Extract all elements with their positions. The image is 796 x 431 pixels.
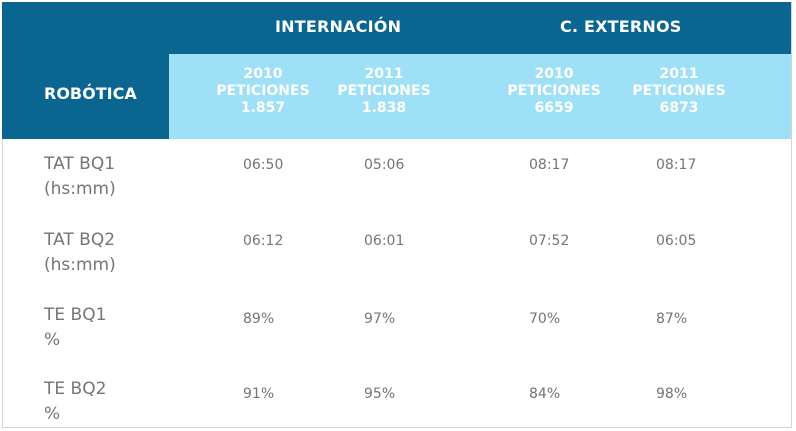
table-cell: 08:17 (656, 157, 697, 173)
row-label-tat-bq1: TAT BQ1 (hs:mm) (44, 152, 116, 202)
table-cell: 06:12 (243, 233, 284, 249)
group-header-bar (2, 2, 791, 54)
metric-unit: % (44, 404, 61, 424)
column-year: 2011 (659, 66, 699, 82)
metric-name: TE BQ1 (44, 305, 107, 325)
column-header-externos-2011: 2011 PETICIONES 6873 (624, 66, 734, 117)
metric-unit: (hs:mm) (44, 179, 116, 199)
column-label: PETICIONES (216, 83, 310, 99)
column-label: PETICIONES (507, 83, 601, 99)
row-header-cell (2, 54, 169, 139)
table-cell: 06:05 (656, 233, 697, 249)
column-count: 1.857 (240, 100, 286, 116)
table-cell: 89% (243, 311, 275, 327)
column-count: 6659 (534, 100, 574, 116)
group-title-internacion: INTERNACIÓN (275, 17, 402, 36)
table-cell: 84% (529, 386, 561, 402)
metric-name: TE BQ2 (44, 379, 107, 399)
column-year: 2010 (534, 66, 574, 82)
table-cell: 70% (529, 311, 561, 327)
table-cell: 97% (364, 311, 396, 327)
table-cell: 98% (656, 386, 688, 402)
metric-name: TAT BQ1 (44, 154, 116, 174)
row-label-te-bq1: TE BQ1 % (44, 303, 106, 353)
column-count: 6873 (659, 100, 699, 116)
column-year: 2011 (364, 66, 404, 82)
metric-name: TAT BQ2 (44, 230, 116, 250)
metric-unit: (hs:mm) (44, 255, 116, 275)
row-header-label: ROBÓTICA (44, 84, 137, 103)
table-cell: 08:17 (529, 157, 570, 173)
row-label-tat-bq2: TAT BQ2 (hs:mm) (44, 228, 116, 278)
column-header-bar (169, 54, 791, 139)
metric-unit: % (44, 330, 61, 350)
table-cell: 91% (243, 386, 275, 402)
table-cell: 87% (656, 311, 688, 327)
column-count: 1.838 (361, 100, 407, 116)
table-cell: 05:06 (364, 157, 405, 173)
table-cell: 07:52 (529, 233, 570, 249)
table-cell: 06:50 (243, 157, 284, 173)
column-year: 2010 (243, 66, 283, 82)
group-title-c-externos: C. EXTERNOS (560, 17, 682, 36)
column-label: PETICIONES (632, 83, 726, 99)
column-header-externos-2010: 2010 PETICIONES 6659 (499, 66, 609, 117)
column-header-internacion-2010: 2010 PETICIONES 1.857 (208, 66, 318, 117)
column-label: PETICIONES (337, 83, 431, 99)
table-cell: 06:01 (364, 233, 405, 249)
column-header-internacion-2011: 2011 PETICIONES 1.838 (329, 66, 439, 117)
table-cell: 95% (364, 386, 396, 402)
row-label-te-bq2: TE BQ2 % (44, 377, 106, 427)
